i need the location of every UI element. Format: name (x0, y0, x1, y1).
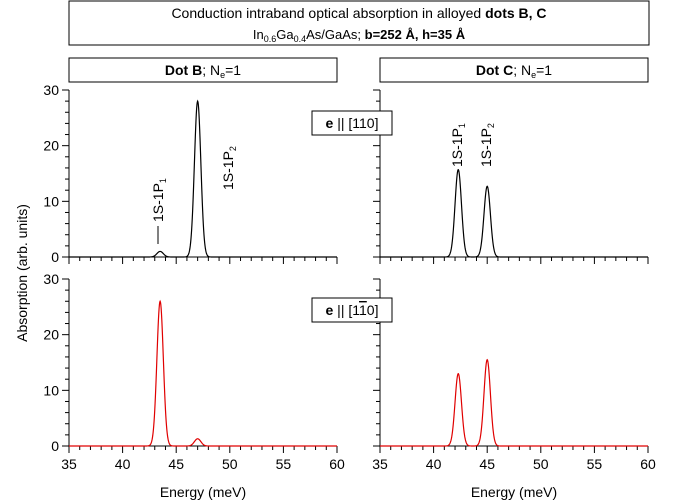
dot-b-bottom-series-line (69, 299, 337, 447)
dot-c-bottom-x-tick-label: 50 (533, 456, 549, 472)
dot-c-p2-label: 1S-1P2 (478, 123, 496, 167)
dot-b-bottom-x-tick-label: 50 (222, 456, 238, 472)
pol-bottom-box (311, 297, 393, 323)
pol-top-box (311, 110, 393, 136)
pol-top-label: e || [110] (326, 115, 379, 131)
dot-c-bottom-x-tick-label: 60 (640, 456, 656, 472)
dot-c-bottom-x-tick-label: 45 (479, 456, 495, 472)
dot-b-top-y-tick-label: 10 (43, 193, 59, 209)
dot-b-header-box (68, 57, 338, 83)
dot-b-top-series-line (69, 99, 337, 258)
dot-b-bottom-y-tick-label: 30 (43, 271, 59, 287)
figure-title: Conduction intraband optical absorption … (171, 5, 546, 21)
dot-b-top-y-tick-label: 0 (51, 249, 59, 265)
axes-layer: 0 10 20 30 35 40 45 50 55 60 0 10 20 30 35 40 45 50 55 60 (43, 82, 656, 472)
dot-b-p2-label: 1S-1P2 (220, 146, 238, 190)
x-axis-label-right: Energy (meV) (471, 484, 557, 500)
title-box (68, 0, 650, 46)
dot-b-p1-label: 1S-1P1 (150, 178, 168, 222)
pol-bottom-label: e || [110] (326, 302, 379, 318)
dot-c-header: Dot C; Ne=1 (476, 62, 552, 80)
dot-b-bottom-x-tick-label: 45 (168, 456, 184, 472)
dot-b-bottom-y-tick-label: 10 (43, 382, 59, 398)
dot-b-top-y-tick-label: 20 (43, 138, 59, 154)
dot-c-bottom-x-tick-label: 35 (372, 456, 388, 472)
dot-b-bottom-x-tick-label: 55 (276, 456, 292, 472)
dot-b-bottom-y-tick-label: 0 (51, 438, 59, 454)
y-axis-label: Absorption (arb. units) (14, 204, 30, 342)
dot-b-bottom-x-tick-label: 40 (115, 456, 131, 472)
dot-b-bottom-x-tick-label: 60 (329, 456, 345, 472)
dot-b-top-y-tick-label: 30 (43, 82, 59, 98)
dot-c-header-box (379, 57, 649, 83)
dot-c-bottom-series-line (380, 358, 648, 447)
dot-b-bottom-x-tick-label: 35 (61, 456, 77, 472)
dot-b-bottom-y-tick-label: 20 (43, 327, 59, 343)
dot-c-bottom-x-tick-label: 40 (426, 456, 442, 472)
dot-c-top-series-line (380, 168, 648, 258)
x-axis-label-left: Energy (meV) (160, 484, 246, 500)
figure-subtitle: In0.6Ga0.4As/GaAs; b=252 Å, h=35 Å (253, 27, 466, 44)
curves-layer (69, 99, 648, 447)
dot-c-p1-label: 1S-1P1 (449, 123, 467, 167)
dot-b-header: Dot B; Ne=1 (165, 62, 241, 80)
dot-c-bottom-x-tick-label: 55 (587, 456, 603, 472)
